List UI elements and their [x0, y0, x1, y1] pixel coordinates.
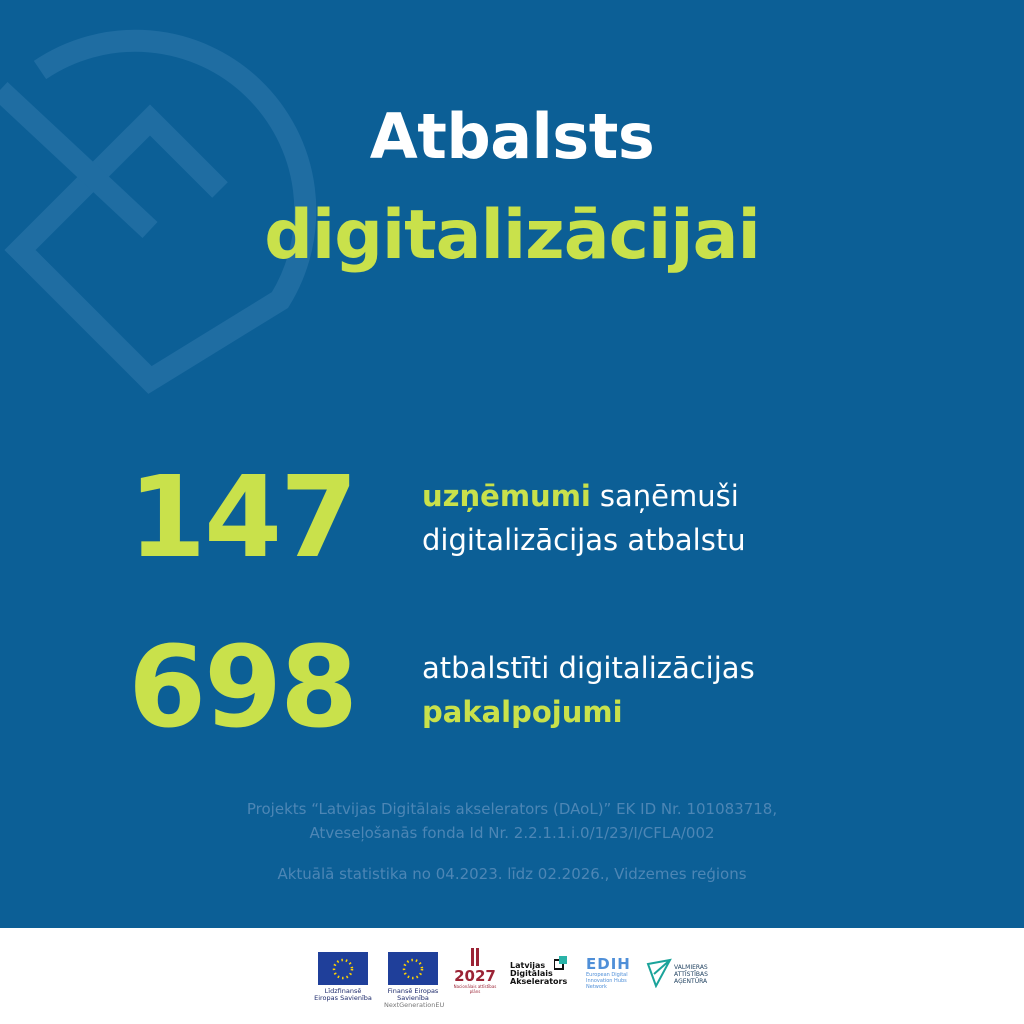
- stat-description: atbalstīti digitalizācijas pakalpojumi: [422, 646, 755, 734]
- logo-text: Nacionālais attīstības plāns: [453, 984, 497, 994]
- desc-line: digitalizācijas atbalstu: [422, 523, 746, 557]
- project-note: Atveseļošanās fonda Id Nr. 2.2.1.1.i.0/1…: [309, 824, 715, 842]
- eu-flag: [318, 952, 368, 985]
- background-pin-shape: [0, 29, 317, 394]
- highlight: uzņēmumi: [422, 479, 591, 513]
- plan-logo: 2027 Nacionālais attīstības plāns: [452, 948, 498, 994]
- title-line: Atbalsts: [369, 100, 655, 173]
- plan-mark: [471, 948, 479, 966]
- title-highlight: digitalizācijai: [264, 196, 761, 275]
- highlight: pakalpojumi: [422, 695, 623, 729]
- edih-logo: EDIH European Digital Innovation Hubs Ne…: [586, 956, 636, 990]
- project-note: Projekts “Latvijas Digitālais akselerato…: [246, 800, 778, 818]
- dao-logo: Latvijas Digitālais Akselerators: [510, 956, 572, 986]
- logo-title: EDIH: [586, 955, 631, 973]
- vaa-mark: [646, 958, 672, 988]
- logo-bar: Līdzfinansē Eiropas Savienība Finansē Ei…: [0, 928, 1024, 1024]
- text: saņēmuši: [599, 479, 739, 513]
- desc-line: uzņēmumi saņēmuši: [422, 474, 746, 518]
- vaa-logo: VALMIERAS ATTĪSTĪBAS AĢENTŪRA: [646, 958, 726, 988]
- logo-text: European Digital Innovation Hubs Network: [586, 972, 628, 990]
- eu-flag: [388, 952, 438, 985]
- stars: [402, 958, 424, 979]
- stat-number: 698: [128, 623, 358, 753]
- logo-text: Finansē Eiropas Savienība: [387, 987, 439, 1002]
- dao-mark: [554, 956, 567, 970]
- desc-line: atbalstīti digitalizācijas: [422, 651, 755, 685]
- logo-text: VALMIERAS ATTĪSTĪBAS AĢENTŪRA: [674, 964, 708, 985]
- logo-year: 2027: [454, 967, 496, 985]
- logo-subtext: NextGenerationEU: [384, 1001, 445, 1009]
- eu-logo: Finansē Eiropas Savienība NextGeneration…: [384, 952, 445, 1009]
- stat-description: uzņēmumi saņēmuši digitalizācijas atbalst…: [422, 474, 746, 562]
- stars: [332, 958, 354, 979]
- eu-logo: Līdzfinansē Eiropas Savienība: [314, 952, 372, 1002]
- period-note: Aktuālā statistika no 04.2023. līdz 02.2…: [277, 865, 747, 883]
- stat-number: 147: [128, 453, 358, 583]
- logo-text: Līdzfinansē Eiropas Savienība: [314, 987, 372, 1002]
- logo-text: Latvijas Digitālais Akselerators: [510, 961, 568, 986]
